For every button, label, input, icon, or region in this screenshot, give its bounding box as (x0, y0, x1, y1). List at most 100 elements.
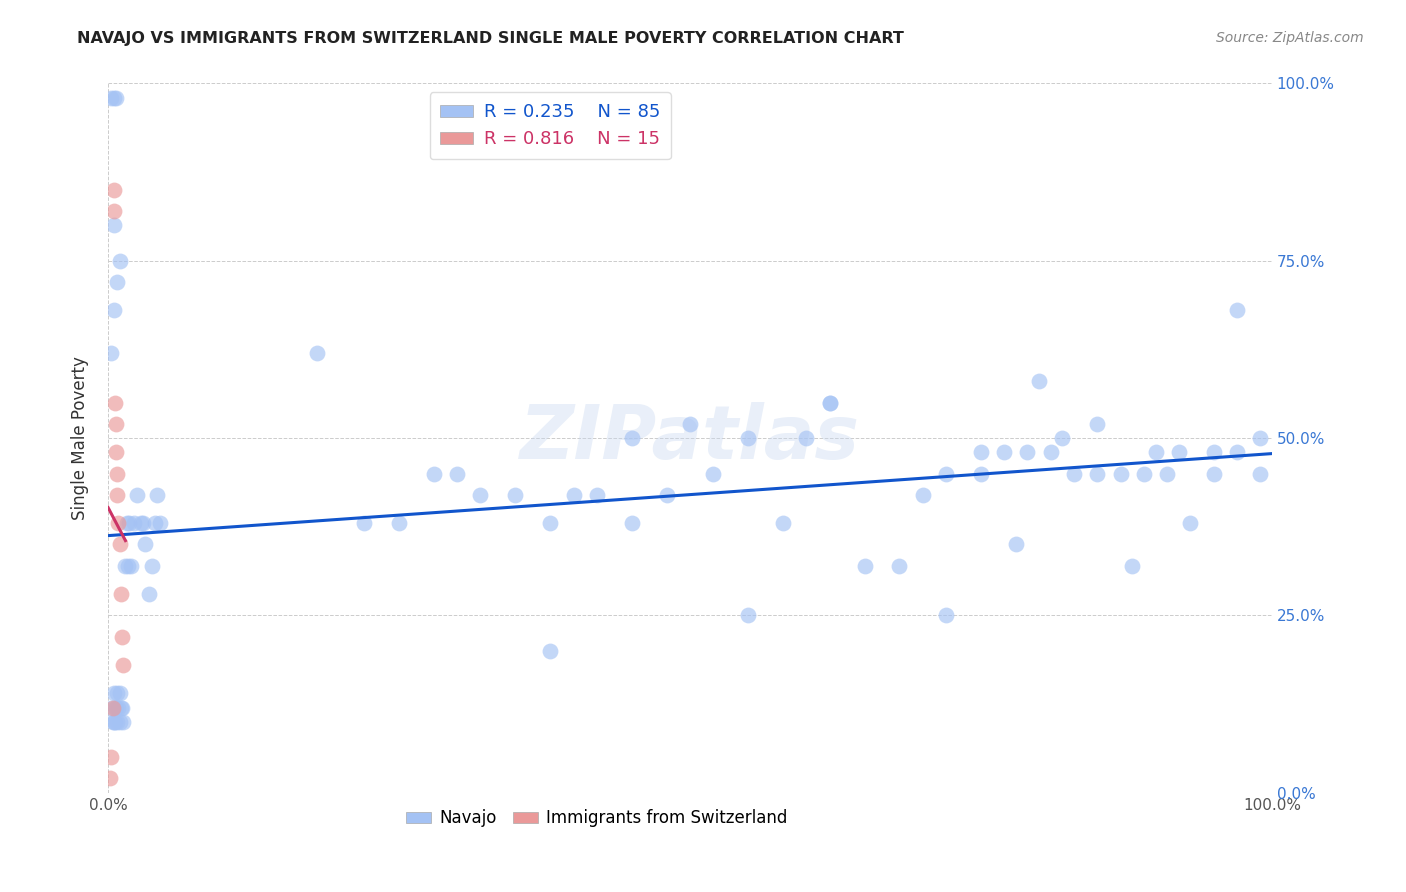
Point (115, 516, 138, 530)
Point (585, 488, 607, 502)
Point (1226, 445, 1249, 459)
Point (620, 431, 643, 445)
Point (853, 558, 876, 573)
Point (1202, 445, 1225, 459)
Point (562, 488, 585, 502)
Text: ZIPatlas: ZIPatlas (520, 401, 860, 475)
Point (1144, 445, 1167, 459)
Point (655, 488, 678, 502)
Point (103, 90, 125, 104)
Point (423, 467, 446, 481)
Point (935, 608, 957, 623)
Point (103, 183, 125, 197)
Point (911, 488, 934, 502)
Point (737, 431, 759, 445)
Legend: Navajo, Immigrants from Switzerland: Navajo, Immigrants from Switzerland (399, 803, 794, 834)
Point (103, 714, 125, 729)
Point (702, 467, 724, 481)
Point (1085, 417, 1108, 431)
Point (105, 714, 128, 729)
Point (105, 488, 128, 502)
Point (794, 431, 817, 445)
Point (993, 445, 1015, 459)
Point (1133, 467, 1156, 481)
Point (1017, 445, 1039, 459)
Point (1180, 516, 1202, 530)
Point (388, 516, 411, 530)
Point (118, 516, 141, 530)
Point (1121, 558, 1143, 573)
Point (110, 587, 132, 601)
Point (970, 467, 993, 481)
Point (100, 346, 122, 360)
Point (114, 558, 136, 573)
Point (1167, 445, 1189, 459)
Point (108, 537, 131, 551)
Point (149, 516, 172, 530)
Text: Source: ZipAtlas.com: Source: ZipAtlas.com (1216, 31, 1364, 45)
Point (307, 346, 329, 360)
Point (107, 516, 129, 530)
Point (101, 714, 124, 729)
Text: NAVAJO VS IMMIGRANTS FROM SWITZERLAND SINGLE MALE POVERTY CORRELATION CHART: NAVAJO VS IMMIGRANTS FROM SWITZERLAND SI… (77, 31, 904, 46)
Point (1249, 431, 1271, 445)
Point (105, 90, 128, 104)
Point (146, 488, 169, 502)
Point (108, 714, 131, 729)
Point (103, 686, 125, 700)
Point (104, 700, 127, 714)
Point (538, 644, 561, 658)
Point (620, 516, 643, 530)
Point (120, 558, 142, 573)
Point (1202, 467, 1225, 481)
Point (1109, 467, 1132, 481)
Point (1226, 303, 1249, 318)
Point (103, 303, 125, 318)
Point (1039, 445, 1062, 459)
Point (105, 700, 128, 714)
Point (141, 558, 163, 573)
Point (1028, 374, 1050, 388)
Point (112, 658, 135, 673)
Point (112, 714, 135, 729)
Point (1085, 467, 1108, 481)
Point (105, 467, 128, 481)
Point (107, 700, 129, 714)
Point (98, 772, 121, 786)
Point (538, 516, 561, 530)
Point (105, 275, 128, 289)
Point (127, 488, 149, 502)
Point (100, 90, 122, 104)
Point (105, 445, 128, 459)
Point (111, 700, 134, 714)
Point (103, 204, 125, 219)
Point (970, 445, 993, 459)
Point (108, 686, 131, 700)
Point (105, 417, 128, 431)
Point (679, 417, 702, 431)
Point (737, 608, 759, 623)
Point (772, 516, 794, 530)
Point (122, 516, 145, 530)
Point (108, 253, 131, 268)
Point (446, 467, 468, 481)
Point (132, 516, 155, 530)
Point (104, 714, 127, 729)
Point (143, 516, 166, 530)
Point (101, 700, 124, 714)
Point (1005, 537, 1028, 551)
Point (111, 630, 134, 644)
Point (1156, 467, 1178, 481)
Point (100, 700, 122, 714)
Point (110, 700, 132, 714)
Point (129, 516, 152, 530)
Point (100, 750, 122, 764)
Point (505, 488, 527, 502)
Point (138, 587, 160, 601)
Point (105, 686, 128, 700)
Point (353, 516, 375, 530)
Point (889, 558, 911, 573)
Point (1063, 467, 1085, 481)
Y-axis label: Single Male Poverty: Single Male Poverty (72, 356, 89, 520)
Point (117, 558, 139, 573)
